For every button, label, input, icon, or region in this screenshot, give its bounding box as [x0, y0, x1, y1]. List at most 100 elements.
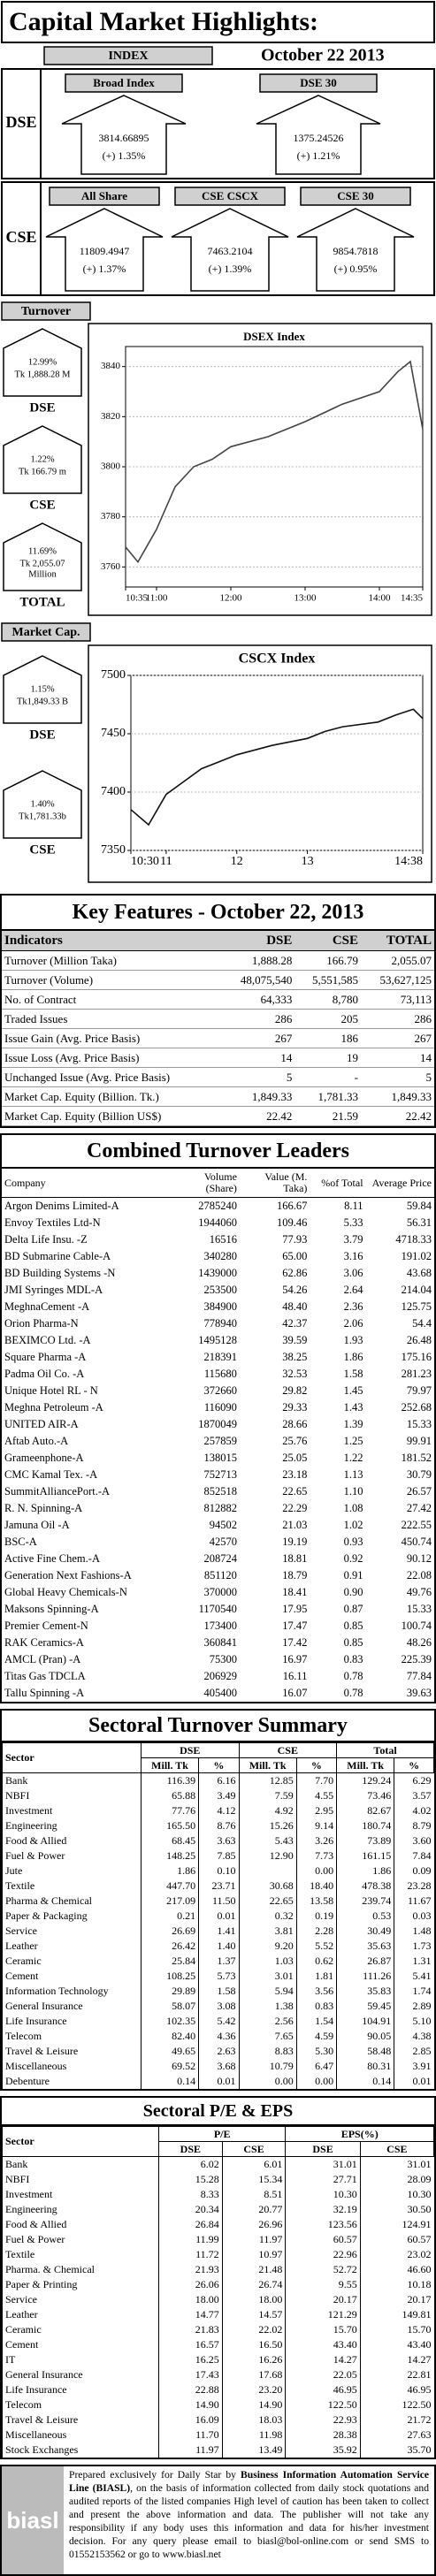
cell: 32.19	[285, 2202, 361, 2217]
cell: 30.50	[359, 2202, 434, 2217]
cell: 26.84	[158, 2217, 223, 2232]
table-row: RAK Ceramics-A 360841 17.42 0.85 48.26	[2, 1635, 434, 1651]
column-header: DSE	[221, 931, 295, 951]
cell: 340280	[203, 1250, 237, 1262]
table-row: BD Building Systems -N 1439000 62.86 3.06 43…	[2, 1265, 434, 1282]
cell: 7.59	[238, 1788, 297, 1803]
x-tick-label: 14:35	[401, 593, 424, 604]
cell: 4.38	[394, 2029, 434, 2044]
table-row: Information Technology 29.89 1.58 5.94 3.56 3…	[2, 1984, 434, 1999]
cell: 5.33	[343, 1216, 363, 1229]
cell: 109.46	[277, 1216, 308, 1229]
cell: 116090	[203, 1401, 237, 1414]
cell: 26.48	[406, 1334, 432, 1346]
x-tick-label: 14:00	[368, 593, 391, 604]
cell: 14.27	[285, 2352, 361, 2367]
table-row: Square Pharma -A 218391 38.25 1.86 175.16	[2, 1349, 434, 1366]
cell: BSC-A	[4, 1536, 37, 1548]
cell: 19.19	[282, 1536, 308, 1548]
cell: 0.90	[343, 1586, 363, 1598]
cell: 384900	[203, 1300, 237, 1313]
cell: 21.83	[158, 2322, 223, 2337]
cell: 450.74	[401, 1536, 432, 1548]
cell: 22.29	[282, 1502, 308, 1514]
cell: 21.03	[282, 1519, 308, 1531]
cell: 5	[221, 1067, 295, 1087]
cell: 27.63	[359, 2427, 434, 2443]
table-row: Meghna Petroleum -A 116090 29.33 1.43 252.68	[2, 1399, 434, 1416]
cell: 0.00	[295, 1863, 337, 1879]
column-header: Volume (Share)	[169, 1169, 240, 1198]
table-row: AMCL (Pran) -A 75300 16.97 0.83 225.39	[2, 1651, 434, 1668]
cell: Investment	[2, 1803, 142, 1818]
cell: Life Insurance	[2, 2382, 159, 2397]
table-row: Fuel & Power 148.25 7.85 12.90 7.73 161.15 7.8…	[2, 1848, 434, 1863]
x-tick-label: 11:00	[146, 593, 168, 604]
cell: Miscellaneous	[2, 2427, 159, 2443]
cell: Global Heavy Chemicals-N	[4, 1586, 127, 1598]
table-row: IT 16.25 16.26 14.27 14.27	[2, 2352, 434, 2367]
cell: 0.01	[198, 1909, 240, 1924]
cell: 8.11	[344, 1200, 363, 1212]
cell: 1.39	[343, 1418, 363, 1430]
table-row: Unique Hotel RL - N 372660 29.82 1.45 79.97	[2, 1383, 434, 1399]
cell: 65.88	[140, 1788, 199, 1803]
cell: 3.60	[394, 1833, 434, 1848]
cell: 35.63	[336, 1939, 394, 1954]
cell: General Insurance	[2, 1999, 142, 2014]
cell: 15.70	[285, 2322, 361, 2337]
cell: 77.84	[406, 1670, 432, 1682]
cell: RAK Ceramics-A	[4, 1636, 84, 1649]
cell: 0.62	[295, 1954, 337, 1969]
table-row: Ceramic 25.84 1.37 1.03 0.62 26.87 1.31	[2, 1954, 434, 1969]
table-row: Travel & Leisure 16.09 18.03 22.93 21.72	[2, 2412, 434, 2427]
group-header: EPS(%)	[285, 2126, 434, 2142]
cell: 360841	[203, 1636, 237, 1649]
cell: 5.10	[394, 2014, 434, 2029]
cell: 79.97	[406, 1384, 432, 1397]
x-tick-label: 13:00	[294, 593, 317, 604]
table-row: MeghnaCement -A 384900 48.40 2.36 125.75	[2, 1299, 434, 1315]
cell: CMC Kamal Tex. -A	[4, 1468, 98, 1481]
cell: Cement	[2, 2337, 159, 2352]
cell: 10.30	[285, 2187, 361, 2202]
cell: BD Submarine Cable-A	[4, 1250, 111, 1262]
cell: 7.65	[238, 2029, 297, 2044]
cell: 812882	[203, 1502, 237, 1514]
cell: 14.57	[221, 2307, 286, 2322]
cell: 10.30	[359, 2187, 434, 2202]
cell: 43.40	[359, 2337, 434, 2352]
cell: 15.70	[359, 2322, 434, 2337]
cell: 778940	[203, 1317, 237, 1330]
cell: 29.89	[140, 1984, 199, 1999]
cell: 1.40	[198, 1939, 240, 1954]
cell: 30.79	[406, 1468, 432, 1481]
cell: 1,849.33	[221, 1086, 295, 1107]
table-row: Life Insurance 22.88 23.20 46.95 46.95	[2, 2382, 434, 2397]
cell: 1.74	[394, 1984, 434, 1999]
y-tick-label: 7350	[101, 843, 126, 857]
sub-header: Mill. Tk	[140, 1757, 200, 1773]
table-row: Padma Oil Co. -A 115680 32.53 1.58 281.23	[2, 1366, 434, 1383]
cell: 75300	[209, 1653, 237, 1665]
cell: Market Cap. Equity (Billion US$)	[2, 1106, 222, 1126]
chart-title: CSCX Index	[239, 652, 316, 667]
cell: 116.39	[140, 1772, 199, 1788]
cell: 208724	[203, 1552, 237, 1565]
cell: 0.78	[343, 1687, 363, 1699]
cell: Food & Allied	[2, 2217, 159, 2232]
table-row: Textile 11.72 10.97 22.96 23.02	[2, 2247, 434, 2262]
cell: 2.89	[394, 1999, 434, 2014]
cell: 10.18	[359, 2277, 434, 2292]
cell: Pharma. & Chemical	[2, 2262, 159, 2277]
cell: NBFI	[2, 1788, 142, 1803]
cell: 80.31	[336, 2059, 394, 2074]
cell: 1.58	[343, 1368, 363, 1380]
cell: 218391	[203, 1351, 237, 1363]
cell: 181.52	[401, 1452, 432, 1464]
cell: UNITED AIR-A	[4, 1418, 79, 1430]
index-arrow	[61, 95, 187, 175]
cell: 0.01	[198, 2074, 240, 2089]
cell: Engineering	[2, 2202, 159, 2217]
stat-amount: Tk 1,888.28 M	[15, 370, 72, 379]
